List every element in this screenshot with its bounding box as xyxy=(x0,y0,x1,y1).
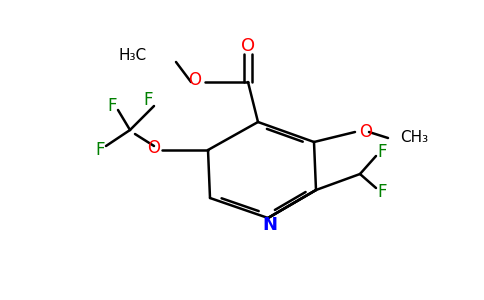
Text: O: O xyxy=(359,123,372,141)
Text: CH₃: CH₃ xyxy=(400,130,428,146)
Text: F: F xyxy=(143,91,153,109)
Text: H₃C: H₃C xyxy=(119,49,147,64)
Text: F: F xyxy=(95,141,105,159)
Text: O: O xyxy=(147,139,160,157)
Text: F: F xyxy=(377,143,387,161)
Text: F: F xyxy=(377,183,387,201)
Text: O: O xyxy=(188,71,201,89)
Text: O: O xyxy=(241,37,255,55)
Text: F: F xyxy=(107,97,117,115)
Text: N: N xyxy=(262,216,277,234)
